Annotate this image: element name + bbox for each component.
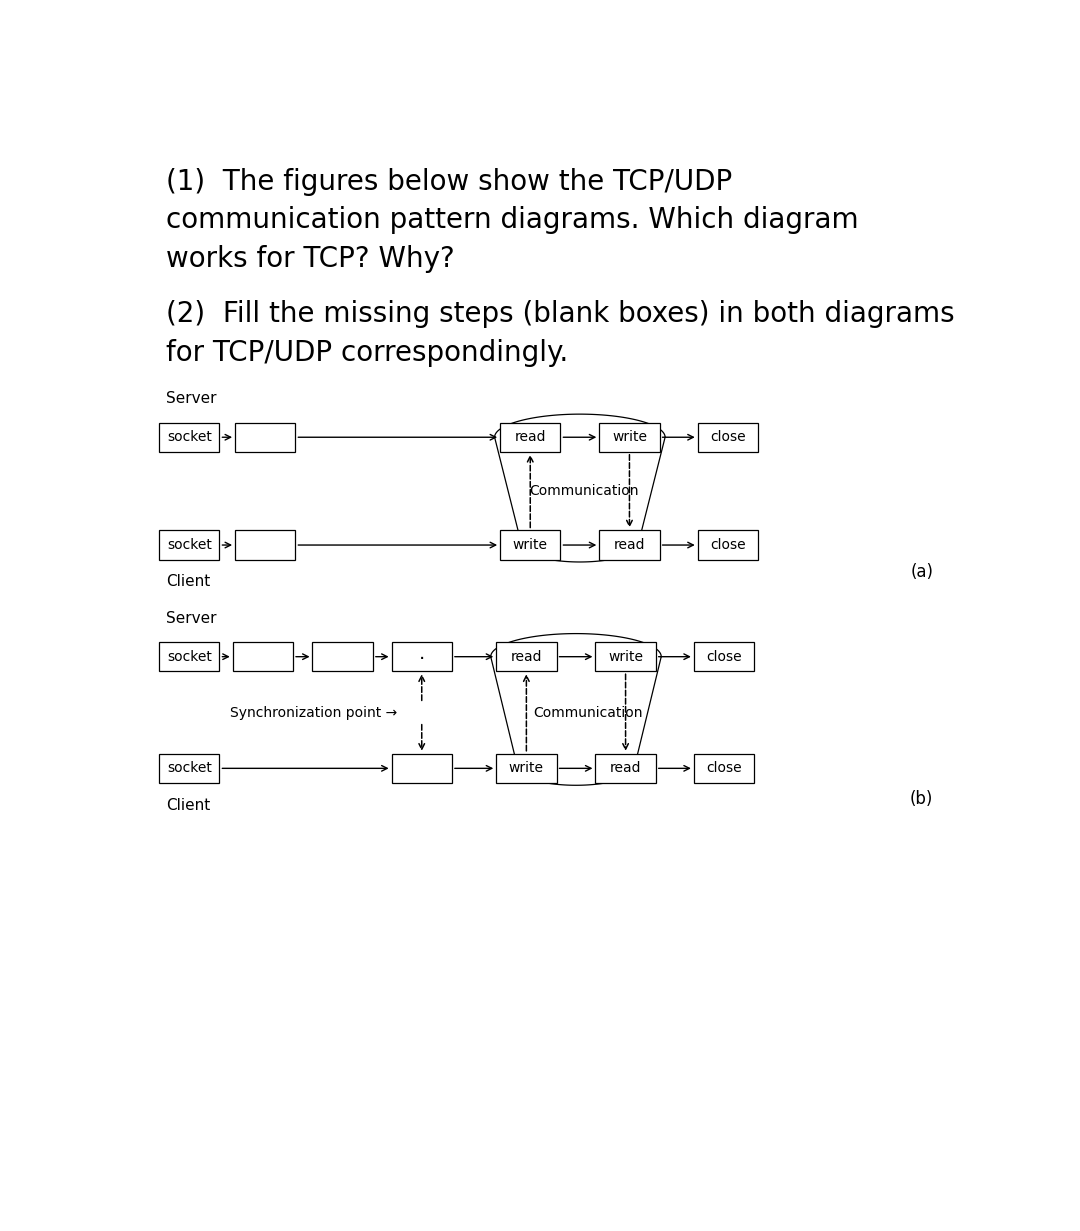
Text: close: close (710, 538, 745, 551)
Text: socket: socket (166, 431, 212, 444)
Text: socket: socket (166, 761, 212, 776)
FancyBboxPatch shape (159, 422, 219, 452)
FancyBboxPatch shape (392, 753, 451, 783)
Text: read: read (610, 761, 642, 776)
Text: socket: socket (166, 538, 212, 551)
Text: Synchronization point →: Synchronization point → (230, 705, 396, 719)
FancyBboxPatch shape (693, 753, 754, 783)
FancyBboxPatch shape (235, 531, 296, 560)
FancyBboxPatch shape (595, 753, 656, 783)
Text: Client: Client (166, 798, 211, 812)
Text: Client: Client (166, 575, 211, 590)
FancyBboxPatch shape (392, 643, 451, 671)
Text: Communication: Communication (529, 484, 638, 499)
Text: Server: Server (166, 391, 216, 406)
FancyBboxPatch shape (312, 643, 373, 671)
Text: for TCP/UDP correspondingly.: for TCP/UDP correspondingly. (166, 339, 568, 367)
FancyBboxPatch shape (500, 531, 561, 560)
FancyBboxPatch shape (698, 531, 758, 560)
Text: write: write (612, 431, 647, 444)
Text: close: close (710, 431, 745, 444)
Text: (2)  Fill the missing steps (blank boxes) in both diagrams: (2) Fill the missing steps (blank boxes)… (166, 300, 955, 329)
Text: read: read (613, 538, 645, 551)
Text: Communication: Communication (532, 705, 643, 719)
Text: .: . (419, 644, 424, 664)
FancyBboxPatch shape (599, 422, 660, 452)
FancyBboxPatch shape (159, 753, 219, 783)
FancyBboxPatch shape (500, 422, 561, 452)
FancyBboxPatch shape (159, 531, 219, 560)
FancyBboxPatch shape (698, 422, 758, 452)
Text: Server: Server (166, 611, 216, 625)
FancyBboxPatch shape (595, 643, 656, 671)
Text: close: close (706, 650, 742, 664)
Text: (b): (b) (909, 790, 933, 808)
Text: socket: socket (166, 650, 212, 664)
Text: read: read (514, 431, 546, 444)
FancyBboxPatch shape (496, 643, 556, 671)
Text: (1)  The figures below show the TCP/UDP: (1) The figures below show the TCP/UDP (166, 167, 732, 196)
Text: read: read (511, 650, 542, 664)
Text: write: write (509, 761, 544, 776)
Text: (a): (a) (910, 563, 933, 581)
Text: write: write (608, 650, 643, 664)
FancyBboxPatch shape (599, 531, 660, 560)
FancyBboxPatch shape (496, 753, 556, 783)
Text: works for TCP? Why?: works for TCP? Why? (166, 245, 455, 273)
Text: close: close (706, 761, 742, 776)
FancyBboxPatch shape (235, 422, 296, 452)
FancyBboxPatch shape (159, 643, 219, 671)
FancyBboxPatch shape (693, 643, 754, 671)
Text: communication pattern diagrams. Which diagram: communication pattern diagrams. Which di… (166, 207, 859, 234)
FancyBboxPatch shape (232, 643, 293, 671)
Text: write: write (513, 538, 548, 551)
